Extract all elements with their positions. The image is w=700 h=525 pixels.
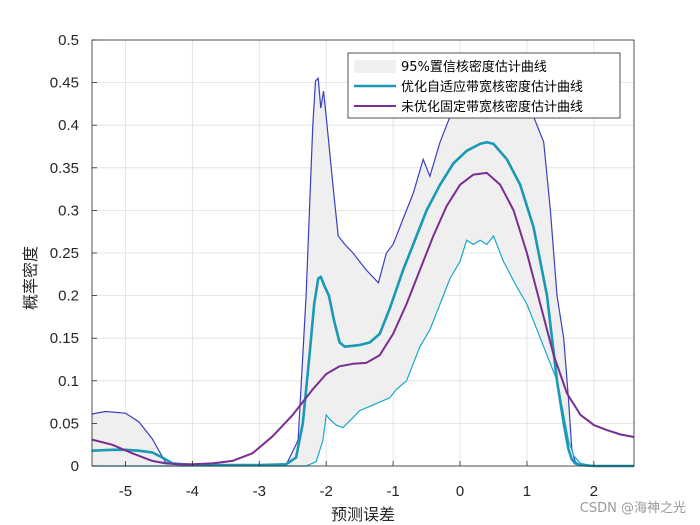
y-tick-label: 0.45 (50, 75, 79, 92)
x-tick-label: 2 (590, 483, 598, 500)
watermark-text: CSDN @海神之光 (580, 501, 686, 516)
y-tick-label: 0.15 (50, 330, 79, 347)
x-tick-label: 1 (523, 483, 531, 500)
legend-swatch-confidence-band (354, 60, 396, 73)
confidence-band-fill (92, 78, 634, 467)
x-tick-label: -5 (119, 483, 132, 500)
x-tick-label: 0 (456, 483, 464, 500)
x-axis-ticks: -5 -4 -3 -2 -1 0 1 2 (119, 461, 598, 500)
y-axis-ticks: 0 0.05 0.1 0.15 0.2 0.25 0.3 0.35 0.4 0.45 0.5 (50, 32, 97, 475)
y-tick-label: 0.5 (58, 32, 79, 49)
y-axis-label: 概率密度 (21, 246, 40, 310)
legend-entry-fixed: 未优化固定带宽核密度估计曲线 (401, 99, 583, 115)
x-tick-label: -1 (386, 483, 399, 500)
y-tick-label: 0.4 (58, 117, 79, 134)
x-axis-label: 预测误差 (331, 505, 395, 524)
y-tick-label: 0.05 (50, 415, 79, 432)
y-tick-label: 0.1 (58, 373, 79, 390)
y-tick-label: 0.35 (50, 160, 79, 177)
legend: 95%置信核密度估计曲线 优化自适应带宽核密度估计曲线 未优化固定带宽核密度估计… (347, 52, 621, 119)
y-tick-label: 0.2 (58, 288, 79, 305)
y-tick-label: 0 (71, 458, 79, 475)
y-tick-label: 0.3 (58, 202, 79, 219)
legend-entry-adaptive: 优化自适应带宽核密度估计曲线 (401, 79, 583, 95)
y-tick-label: 0.25 (50, 245, 79, 262)
series-line-adaptive (91, 140, 634, 468)
x-tick-label: -2 (320, 483, 333, 500)
x-tick-label: -4 (186, 483, 199, 500)
legend-entry-confidence-band: 95%置信核密度估计曲线 (401, 59, 547, 75)
x-tick-label: -3 (253, 483, 266, 500)
